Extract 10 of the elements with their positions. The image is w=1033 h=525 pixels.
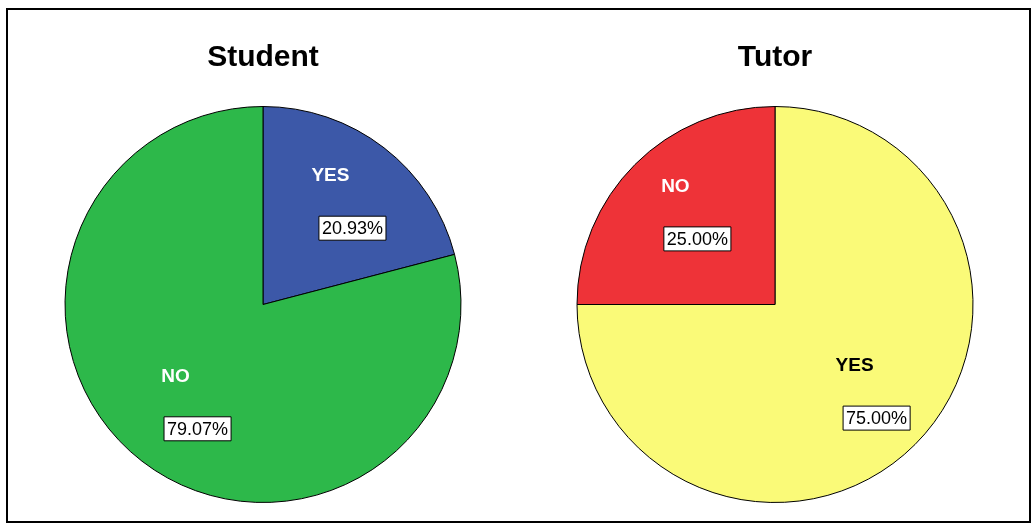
chart-title: Student <box>207 39 319 73</box>
slice-label: NO <box>661 175 690 197</box>
data-label: 25.00% <box>666 228 728 249</box>
data-label: 75.00% <box>846 408 908 429</box>
data-label: 79.07% <box>167 418 229 439</box>
slice-label: YES <box>835 354 874 376</box>
data-label: 20.93% <box>321 218 383 239</box>
slice-label: NO <box>161 365 190 387</box>
slice-label: YES <box>311 164 350 186</box>
chart-title: Tutor <box>737 39 813 73</box>
